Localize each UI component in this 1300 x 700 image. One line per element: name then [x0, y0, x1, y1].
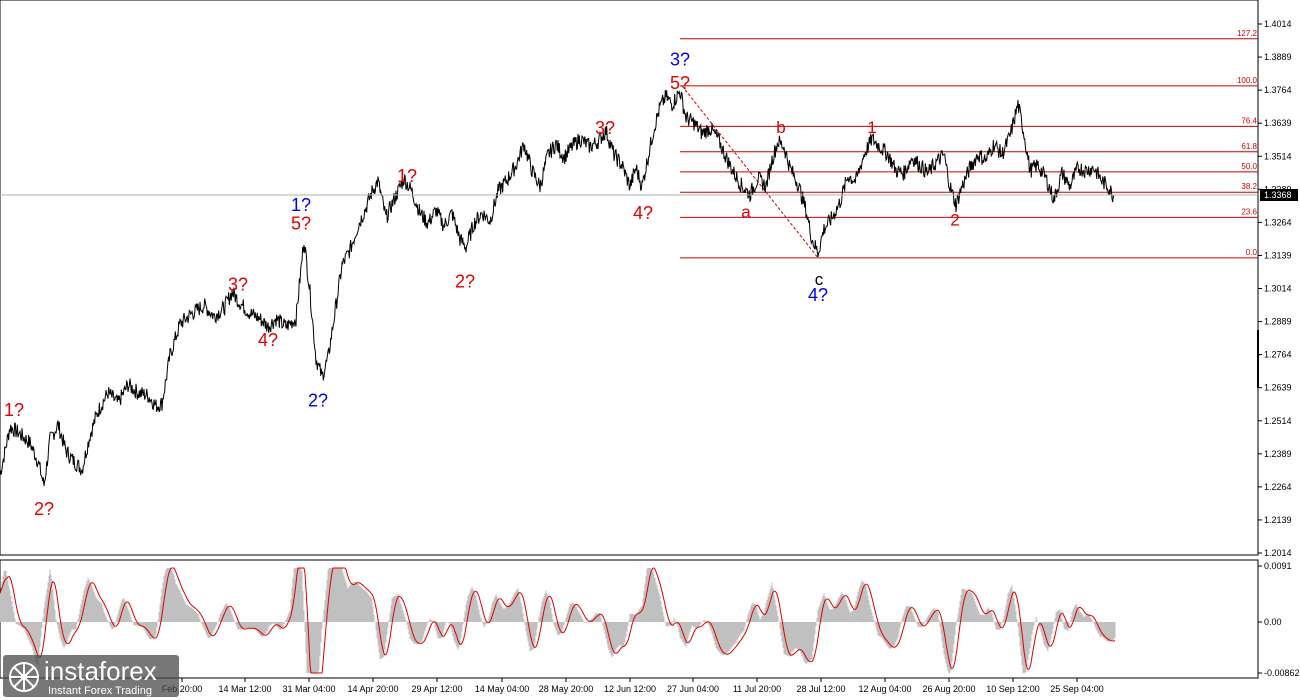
oscillator-tick-label: 0.00: [1264, 617, 1282, 627]
wave-label: 2?: [455, 272, 475, 292]
time-axis: Feb 20:00 14 Mar 12:00 31 Mar 04:00 14 Apr …: [162, 678, 1104, 694]
time-tick-label: 28 May 20:00: [539, 684, 594, 694]
price-tick-label: 1.2264: [1264, 482, 1292, 492]
watermark-brand: instaforex: [44, 656, 157, 686]
fib-level-label: 23.6: [1241, 207, 1257, 216]
price-line: [0, 89, 1115, 487]
price-tick-label: 1.3639: [1264, 118, 1292, 128]
time-tick-label: 31 Mar 04:00: [282, 684, 335, 694]
wave-label: 2?: [34, 499, 54, 519]
fib-level-label: 0.0: [1246, 248, 1258, 257]
watermark-background: [3, 655, 179, 697]
fib-level-label: 100.0: [1237, 76, 1258, 85]
time-tick-label: 14 May 04:00: [475, 684, 530, 694]
current-price-label: 1.3368: [1264, 190, 1292, 200]
wave-label: 1?: [397, 166, 417, 186]
price-tick-label: 1.3014: [1264, 284, 1292, 294]
price-tick-label: 1.3514: [1264, 151, 1292, 161]
time-tick-label: 12 Jun 12:00: [604, 684, 656, 694]
wave-label: 1?: [4, 400, 24, 420]
time-tick-label: 29 Apr 12:00: [411, 684, 462, 694]
price-tick-label: 1.2764: [1264, 350, 1292, 360]
price-series: [0, 89, 1259, 487]
wave-label: 4?: [258, 330, 278, 350]
price-tick-label: 1.2889: [1264, 317, 1292, 327]
price-tick-label: 1.3764: [1264, 85, 1292, 95]
oscillator-histogram: [0, 568, 1116, 673]
price-tick-label: 1.2014: [1264, 548, 1292, 558]
wave-label: 4?: [633, 203, 653, 223]
fib-level-label: 76.4: [1241, 116, 1257, 125]
price-tick-label: 1.3889: [1264, 52, 1292, 62]
main-pane-frame: [0, 0, 1259, 556]
fib-level-label: 38.2: [1241, 182, 1257, 191]
instaforex-logo-icon: [9, 662, 39, 692]
oscillator-signal-line: [0, 567, 1116, 674]
price-tick-label: 1.3139: [1264, 250, 1292, 260]
time-tick-label: 26 Aug 20:00: [922, 684, 975, 694]
price-tick-label: 1.2139: [1264, 515, 1292, 525]
wave-label: 3?: [595, 118, 615, 138]
fib-level-label: 127.2: [1237, 29, 1258, 38]
fib-level-label: 61.8: [1241, 142, 1257, 151]
time-tick-label: 11 Jul 20:00: [733, 684, 781, 694]
watermark-logo: instaforex Instant Forex Trading: [3, 655, 179, 697]
oscillator-axis: 0.0091 0.00 -0.00862: [1258, 561, 1300, 678]
time-tick-label: 25 Sep 04:00: [1050, 684, 1104, 694]
wave-label: b: [776, 118, 785, 137]
time-tick-label: 12 Aug 04:00: [858, 684, 911, 694]
current-price-marker: 1.3368: [0, 189, 1298, 201]
time-tick-label: 10 Sep 12:00: [986, 684, 1040, 694]
wave-label: 3?: [228, 274, 248, 294]
fib-trend-line: [681, 85, 819, 259]
wave-label: a: [741, 203, 751, 222]
current-price-box: [1260, 189, 1298, 201]
fibonacci-levels: 127.2 100.0 76.4 61.8 50.0 38.2 23.6 0.0: [680, 29, 1258, 259]
oscillator-pane-frame: [0, 559, 1259, 679]
oscillator-tick-label: 0.0091: [1264, 561, 1292, 571]
time-tick-label: 28 Jul 12:00: [796, 684, 845, 694]
wave-label: 5?: [670, 73, 690, 93]
wave-label: 1: [867, 118, 876, 137]
wave-label: 2: [950, 210, 959, 229]
wave-label: 5?: [291, 213, 311, 233]
price-tick-label: 1.2389: [1264, 449, 1292, 459]
price-tick-label: 1.2639: [1264, 383, 1292, 393]
time-tick-label: 14 Mar 12:00: [218, 684, 271, 694]
wave-label: 2?: [308, 391, 328, 411]
wave-label: 3?: [670, 49, 690, 69]
time-tick-label: Feb 20:00: [162, 684, 203, 694]
wave-label: 4?: [808, 285, 828, 305]
price-tick-label: 1.4014: [1264, 19, 1292, 29]
price-tick-label: 1.2514: [1264, 416, 1292, 426]
time-tick-label: 27 Jun 04:00: [667, 684, 719, 694]
price-tick-label: 1.3264: [1264, 217, 1292, 227]
wave-label: 1?: [291, 195, 311, 215]
oscillator-tick-label: -0.00862: [1264, 668, 1300, 678]
wave-label: c: [815, 270, 824, 289]
time-tick-label: 14 Apr 20:00: [347, 684, 398, 694]
fib-level-label: 50.0: [1241, 162, 1257, 171]
watermark-tagline: Instant Forex Trading: [48, 685, 152, 697]
price-axis: 1.40141.38891.37641.36391.35141.33891.32…: [1258, 19, 1292, 558]
oscillator: [0, 567, 1116, 674]
